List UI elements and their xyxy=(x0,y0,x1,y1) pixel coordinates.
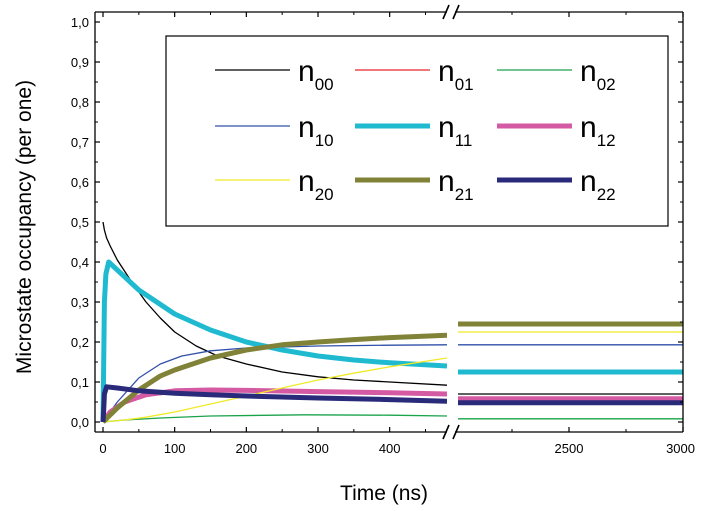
axes: 0,0 0,1 0,2 0,3 0,4 0,5 0,6 0,7 0,8 0,9 1,0 0 100 200… xyxy=(71,4,695,456)
x-axis-title: Time (ns) xyxy=(340,482,428,505)
series-line-n22 xyxy=(100,384,447,423)
x-tick-label: 200 xyxy=(235,441,257,456)
x-tick-label: 400 xyxy=(379,441,401,456)
legend-box xyxy=(165,35,669,227)
legend-label-n11: n11 xyxy=(438,111,472,150)
x-tick-label: 300 xyxy=(307,441,329,456)
x-tick-label: 3000 xyxy=(666,441,695,456)
y-axis-title: Microstate occupancy (per one) xyxy=(13,80,36,374)
legend-label-n21: n21 xyxy=(438,165,474,204)
y-tick-label: 0,8 xyxy=(71,95,89,110)
x-tick-label: 2500 xyxy=(555,441,584,456)
legend-label-n10: n10 xyxy=(298,111,334,150)
series-line-n21 xyxy=(101,332,447,424)
axis-break-mark xyxy=(442,424,450,440)
y-tick-label: 0,3 xyxy=(71,295,89,310)
legend-label-n12: n12 xyxy=(580,111,616,150)
legend-label-n01: n01 xyxy=(438,55,474,94)
y-tick-label: 1,0 xyxy=(71,15,89,30)
y-tick-label: 0,2 xyxy=(71,335,89,350)
x-tick-label: 0 xyxy=(99,441,106,456)
axis-break-mark xyxy=(452,424,460,440)
plot-lines xyxy=(100,221,683,424)
legend-label-n20: n20 xyxy=(298,165,334,204)
y-tick-label: 0,1 xyxy=(71,375,89,390)
y-tick-label: 0,5 xyxy=(71,215,89,230)
y-tick-label: 0,0 xyxy=(71,415,89,430)
series-line-n11 xyxy=(100,259,447,423)
y-tick-label: 0,9 xyxy=(71,55,89,70)
y-tick-label: 0,4 xyxy=(71,255,89,270)
legend: n00 n01 n02 n10 n11 n12 n20 n21 n22 xyxy=(165,35,669,227)
y-tick-label: 0,7 xyxy=(71,135,89,150)
legend-label-n22: n22 xyxy=(580,165,616,204)
axis-break-mark xyxy=(452,4,460,20)
legend-label-n02: n02 xyxy=(580,55,616,94)
series-line-n10 xyxy=(102,344,447,423)
x-tick-label: 100 xyxy=(164,441,186,456)
y-tick-label: 0,6 xyxy=(71,175,89,190)
axis-break-mark xyxy=(442,4,450,20)
legend-label-n00: n00 xyxy=(298,55,334,94)
